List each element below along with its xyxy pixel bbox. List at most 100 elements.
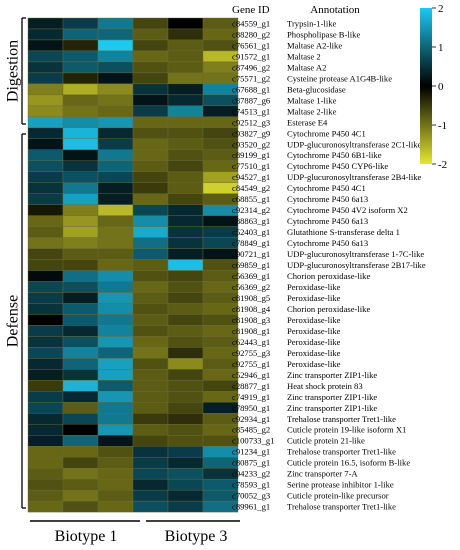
heatmap-cell bbox=[27, 138, 64, 150]
gene-id-label: c92755_g1 bbox=[232, 359, 270, 369]
annotation-label: Maltase 2 bbox=[287, 51, 321, 61]
heatmap-cell bbox=[132, 435, 169, 447]
heatmap-cell bbox=[167, 391, 204, 403]
annotation-label: Maltase A2 bbox=[287, 62, 326, 72]
heatmap-cell bbox=[97, 61, 134, 74]
gene-id-label: c69859_g1 bbox=[232, 260, 270, 270]
heatmap-cell bbox=[27, 489, 64, 502]
heatmap-cell bbox=[97, 369, 134, 381]
heatmap-cell bbox=[27, 248, 64, 260]
heatmap-cell bbox=[62, 457, 99, 469]
heatmap-cell bbox=[132, 391, 169, 403]
colorbar-tick-label: -1 bbox=[438, 120, 447, 132]
heatmap-cell bbox=[167, 226, 204, 238]
heatmap-cell bbox=[27, 380, 64, 392]
gene-id-label: c56369_g1 bbox=[232, 271, 270, 281]
gene-id-label: c88280_g2 bbox=[232, 29, 270, 39]
heatmap-cell bbox=[27, 303, 64, 315]
annotation-label: Serine protease inhibitor 1-like bbox=[287, 480, 394, 490]
heatmap-cell bbox=[97, 138, 134, 150]
annotation-label: Cytochrome P450 4V2 isoform X2 bbox=[287, 205, 408, 215]
heatmap-cell bbox=[167, 325, 204, 337]
heatmap-cell bbox=[62, 336, 99, 348]
heatmap-cell bbox=[167, 259, 204, 271]
gene-id-label: c76561_g1 bbox=[232, 40, 270, 50]
gene-id-label: c78950_g1 bbox=[232, 403, 270, 413]
annotation-label: Maltase 2-like bbox=[287, 106, 337, 116]
gene-id-label: c62443_g1 bbox=[232, 337, 270, 347]
heatmap-cell bbox=[167, 83, 204, 96]
annotation-label: Zinc transporter 7-A bbox=[287, 469, 358, 479]
gene-id-label: c94527_g1 bbox=[232, 172, 270, 182]
heatmap-cell bbox=[132, 489, 169, 502]
heatmap-cell bbox=[27, 336, 64, 348]
heatmap-cell bbox=[167, 347, 204, 359]
annotation-label: Trehalose transporter Tret1-like bbox=[287, 414, 396, 424]
annotation-label: Peroxidase-like bbox=[287, 337, 341, 347]
group-brackets bbox=[21, 17, 26, 509]
heatmap-cell bbox=[97, 489, 134, 502]
annotation-label: Cytochrome P450 CYP6-like bbox=[287, 161, 388, 171]
heatmap-cell bbox=[202, 500, 239, 513]
heatmap-cell bbox=[167, 358, 204, 370]
heatmap-cell bbox=[167, 127, 204, 139]
heatmap-cell bbox=[132, 116, 169, 128]
heatmap-cell bbox=[97, 215, 134, 227]
heatmap-cell bbox=[167, 292, 204, 304]
gene-id-label: c91234_g1 bbox=[232, 447, 270, 457]
heatmap-cell bbox=[132, 248, 169, 260]
heatmap-cell bbox=[132, 226, 169, 238]
heatmap-cell bbox=[62, 424, 99, 436]
heatmap-cell bbox=[132, 325, 169, 337]
gene-id-label: c75571_g2 bbox=[232, 73, 270, 83]
heatmap-cell bbox=[62, 116, 99, 128]
heatmap-cell bbox=[27, 94, 64, 107]
heatmap-cell bbox=[167, 72, 204, 85]
heatmap-cell bbox=[62, 413, 99, 425]
annotation-header: Annotation bbox=[310, 4, 360, 16]
heatmap-cell bbox=[62, 17, 99, 30]
heatmap-cell bbox=[62, 28, 99, 41]
heatmap-cell bbox=[27, 270, 64, 282]
colorbar-tick-label: 0 bbox=[438, 81, 444, 93]
heatmap-cell bbox=[62, 50, 99, 63]
heatmap-cell bbox=[97, 17, 134, 30]
heatmap-cell bbox=[27, 413, 64, 425]
gene-id-label: c77510_g1 bbox=[232, 161, 270, 171]
heatmap-cell bbox=[62, 467, 99, 480]
annotation-label: Zinc transporter ZIP1-like bbox=[287, 370, 377, 380]
heatmap-cell bbox=[27, 259, 64, 271]
heatmap-cell bbox=[167, 446, 204, 458]
heatmap-cell bbox=[62, 226, 99, 238]
gene-id-label: c92934_g1 bbox=[232, 414, 270, 424]
heatmap-cell bbox=[132, 259, 169, 271]
gene-id-label: c90721_g1 bbox=[232, 249, 270, 259]
heatmap-cell bbox=[167, 478, 204, 491]
heatmap-cell bbox=[27, 226, 64, 238]
heatmap-cell bbox=[167, 149, 204, 161]
annotation-label: Cuticle protein 16.5, isoform B-like bbox=[287, 458, 410, 468]
heatmap-cell bbox=[167, 39, 204, 52]
heatmap-cell bbox=[62, 182, 99, 194]
gene-id-label: c87887_g6 bbox=[232, 95, 271, 105]
heatmap-cell bbox=[27, 391, 64, 403]
heatmap-cell bbox=[167, 50, 204, 63]
annotation-label: Chorion peroxidase-like bbox=[287, 271, 370, 281]
annotation-label: Cytochrome P450 6B1-like bbox=[287, 150, 382, 160]
heatmap-cell bbox=[27, 500, 64, 513]
heatmap-cell bbox=[132, 369, 169, 381]
heatmap-cell bbox=[132, 270, 169, 282]
heatmap-cell bbox=[62, 446, 99, 458]
heatmap-cell bbox=[132, 413, 169, 425]
annotation-label: Cytochrome P450 6a13 bbox=[287, 194, 368, 204]
heatmap-cell bbox=[132, 215, 169, 227]
heatmap-cell bbox=[132, 193, 169, 205]
heatmap-cell bbox=[97, 160, 134, 172]
heatmap-cell bbox=[27, 182, 64, 194]
heatmap-cell bbox=[97, 171, 134, 183]
heatmap-cell bbox=[62, 160, 99, 172]
heatmap-cell bbox=[167, 281, 204, 293]
heatmap-cell bbox=[62, 369, 99, 381]
gene-id-label: c85485_g2 bbox=[232, 425, 270, 435]
heatmap-cell bbox=[167, 182, 204, 194]
